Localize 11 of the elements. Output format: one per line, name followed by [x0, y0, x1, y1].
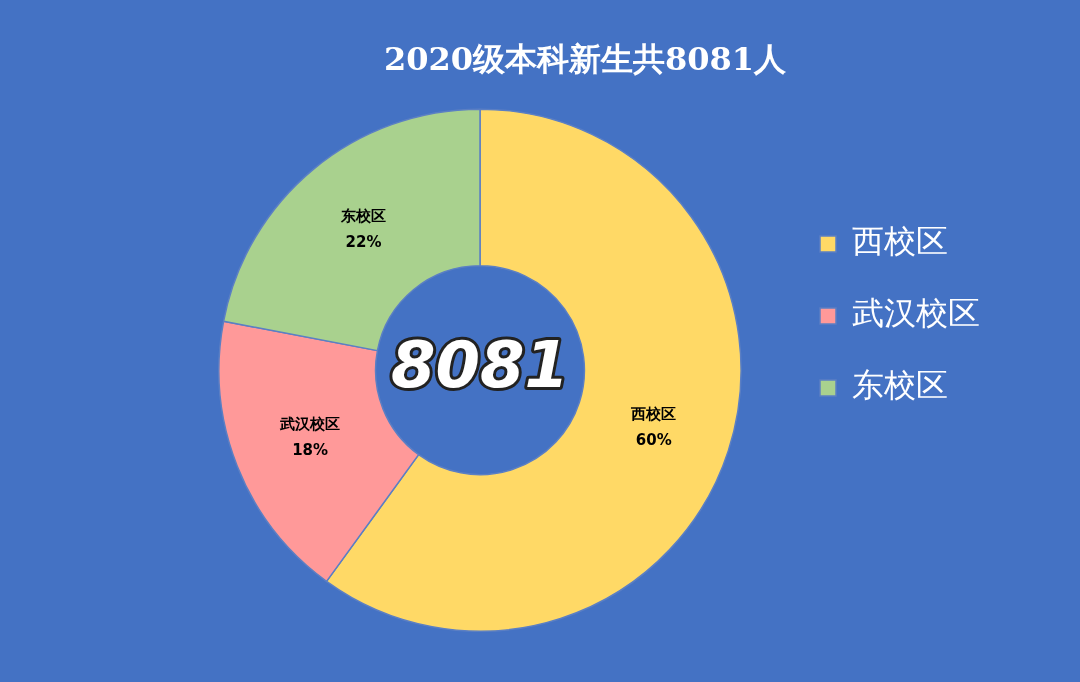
legend-label: 武汉校区 [852, 294, 980, 333]
chart-title: 2020级本科新生共8081人 [383, 39, 788, 78]
legend-label: 东校区 [852, 366, 948, 405]
slice-label: 西校区 [630, 404, 677, 423]
text: 8081 [390, 327, 570, 402]
legend-label: 西校区 [852, 222, 948, 261]
slice-label: 武汉校区 [279, 415, 341, 434]
data-label: 60% [635, 430, 672, 449]
slice-label: 东校区 [340, 207, 387, 226]
data-label: 22% [345, 233, 382, 252]
data-label: 18% [292, 441, 329, 460]
